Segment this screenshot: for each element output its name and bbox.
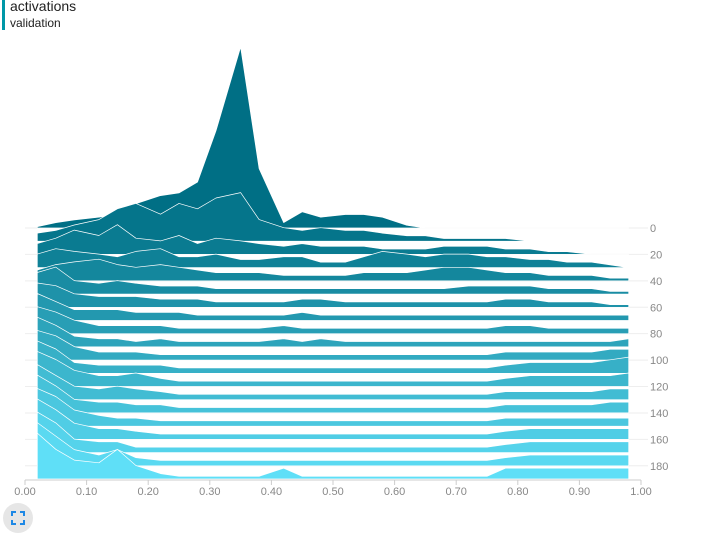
step-tick-label: 80 — [650, 329, 662, 341]
histogram-area-step-20[interactable] — [36, 224, 630, 255]
header-accent-bar — [2, 0, 5, 30]
step-tick-label: 40 — [650, 276, 662, 288]
expand-chart-button[interactable] — [3, 503, 33, 533]
step-axis: 0 20 40 60 80 100 120 140 160 180 — [650, 223, 668, 473]
histogram-area-step-60[interactable] — [36, 282, 630, 308]
histogram-area-step-50[interactable] — [36, 266, 630, 295]
x-tick-label: 0.60 — [384, 486, 405, 498]
histogram-area-step-170[interactable] — [36, 411, 630, 453]
x-tick-label: 0.00 — [14, 486, 35, 498]
histogram-area-step-110[interactable] — [36, 340, 630, 374]
histogram-area-step-40[interactable] — [36, 258, 630, 282]
step-tick-label: 60 — [650, 302, 662, 314]
histogram-area-step-160[interactable] — [36, 398, 630, 440]
x-tick-label: 0.90 — [569, 486, 590, 498]
histogram-area-step-90[interactable] — [36, 316, 630, 348]
step-tick-label: 0 — [650, 223, 656, 235]
offset-histogram-chart: 0 20 40 60 80 100 120 140 160 180 0.00 0.10 0.20 0.3… — [14, 46, 668, 498]
step-tick-label: 100 — [650, 355, 668, 367]
x-tick-label: 0.70 — [445, 486, 466, 498]
x-tick-label: 0.10 — [76, 486, 97, 498]
histogram-area-step-190[interactable] — [36, 432, 630, 480]
histogram-area-step-70[interactable] — [36, 293, 630, 321]
chart-title: activations — [10, 0, 77, 14]
histogram-area-step-140[interactable] — [36, 374, 630, 414]
chart-subtitle: validation — [10, 16, 61, 30]
x-tick-label: 1.00 — [630, 486, 651, 498]
histogram-area-step-0[interactable] — [36, 46, 630, 229]
histogram-area-step-30[interactable] — [36, 248, 630, 268]
step-tick-label: 180 — [650, 461, 668, 473]
histogram-area-step-130[interactable] — [36, 364, 630, 401]
step-tick-label: 120 — [650, 382, 668, 394]
histogram-areas — [36, 46, 630, 480]
x-tick-label: 0.40 — [261, 486, 282, 498]
histogram-area-step-120[interactable] — [36, 351, 630, 387]
histogram-area-step-10[interactable] — [36, 192, 630, 242]
histogram-area-step-80[interactable] — [36, 306, 630, 335]
x-axis: 0.00 0.10 0.20 0.30 0.40 0.50 0.60 0.70 0.80 0.90… — [14, 479, 652, 498]
histogram-area-step-100[interactable] — [36, 330, 630, 361]
step-tick-label: 20 — [650, 249, 662, 261]
histogram-area-step-180[interactable] — [36, 422, 630, 467]
histogram-area-step-150[interactable] — [36, 388, 630, 427]
x-tick-label: 0.80 — [507, 486, 528, 498]
x-tick-label: 0.50 — [322, 486, 343, 498]
step-tick-label: 160 — [650, 434, 668, 446]
x-tick-label: 0.20 — [137, 486, 158, 498]
fullscreen-icon — [11, 511, 25, 525]
step-tick-label: 140 — [650, 408, 668, 420]
x-tick-label: 0.30 — [199, 486, 220, 498]
